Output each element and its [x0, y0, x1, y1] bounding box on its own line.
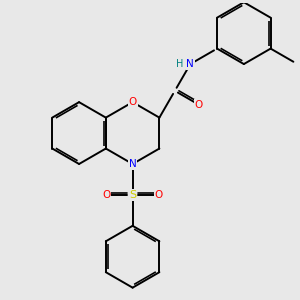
Text: N: N — [129, 159, 136, 169]
Text: O: O — [195, 100, 203, 110]
Text: S: S — [129, 190, 136, 200]
Text: O: O — [128, 97, 137, 107]
Text: O: O — [155, 190, 163, 200]
Text: O: O — [102, 190, 110, 200]
Text: N: N — [186, 59, 194, 69]
Text: H: H — [176, 59, 184, 69]
